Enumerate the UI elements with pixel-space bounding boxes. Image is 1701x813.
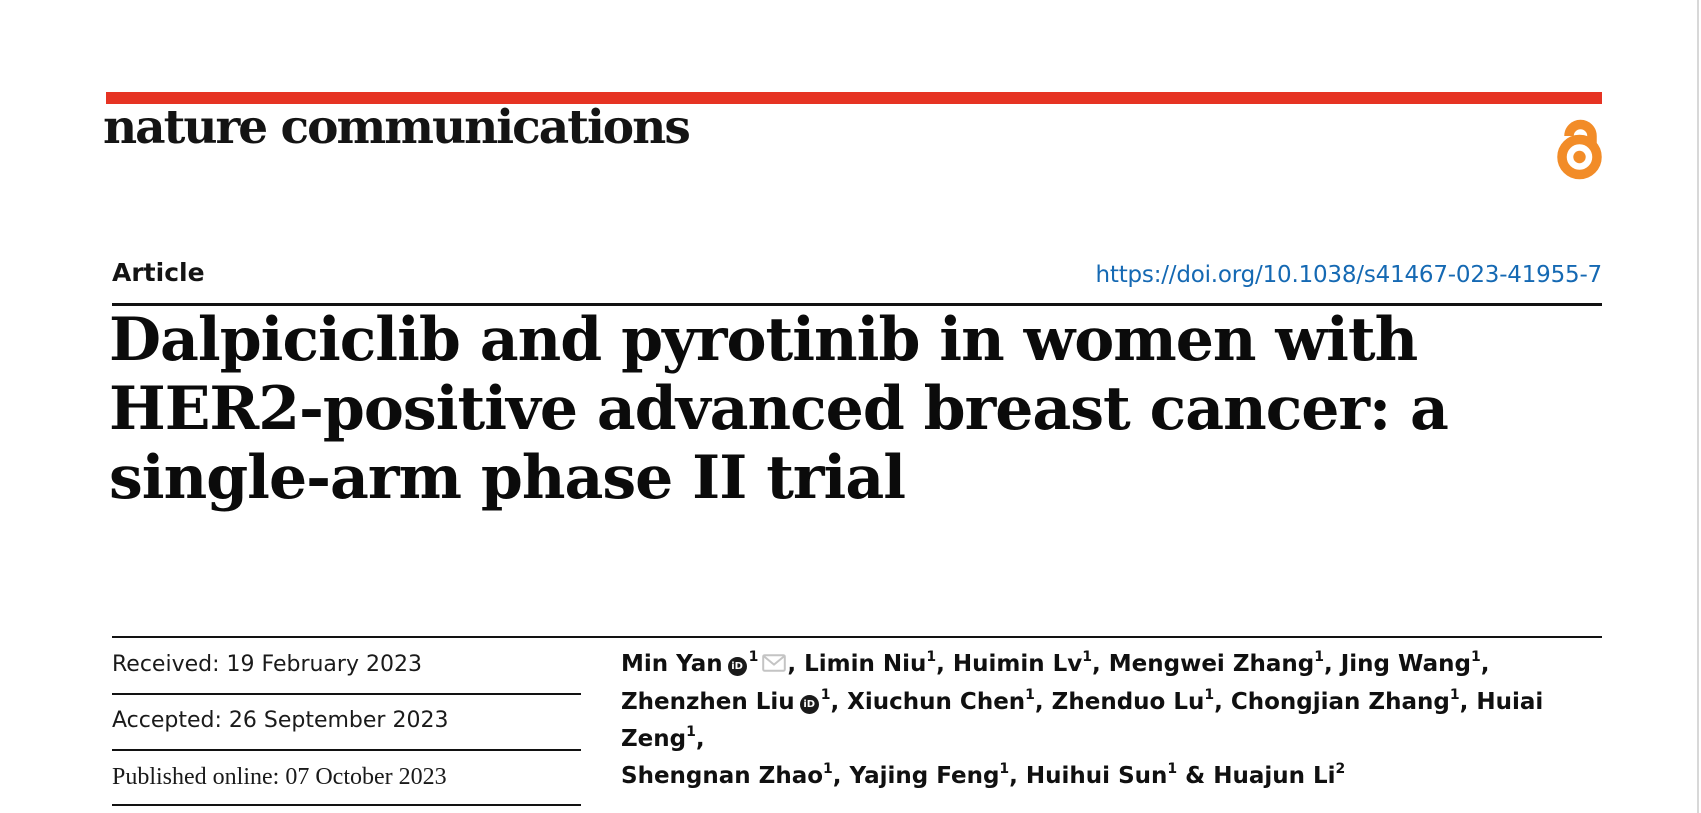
- paper-title-line-1: Dalpiciclib and pyrotinib in women with: [109, 305, 1418, 375]
- author-line: Zhenzhen Liu iD1, Xiuchun Chen1, Zhenduo …: [621, 684, 1631, 758]
- affiliation-superscript: 1: [1470, 649, 1481, 666]
- affiliation-superscript: 1: [820, 687, 831, 704]
- journal-logo: nature communications: [103, 100, 691, 155]
- meta-divider-3: [112, 804, 581, 806]
- author-name: , Yajing Feng: [832, 763, 1000, 789]
- meta-divider-1: [112, 693, 581, 695]
- author-name: , Mengwei Zhang: [1092, 651, 1315, 677]
- author-name: Shengnan Zhao: [621, 763, 824, 789]
- author-name: , Chongjian Zhang: [1214, 689, 1450, 715]
- author-name: ,: [1480, 651, 1490, 677]
- affiliation-superscript: 1: [1449, 687, 1460, 704]
- received-date: Received: 19 February 2023: [112, 652, 422, 677]
- email-envelope-icon[interactable]: [762, 647, 787, 684]
- author-name: , Huiai Zeng: [621, 689, 1544, 752]
- author-name: , Huihui Sun: [1009, 763, 1168, 789]
- author-name: Min Yan: [621, 651, 723, 677]
- author-line: Shengnan Zhao1, Yajing Feng1, Huihui Sun…: [621, 758, 1631, 795]
- author-line: Min Yan iD1, Limin Niu1, Huimin Lv1, Meng…: [621, 646, 1631, 684]
- orcid-icon[interactable]: iD: [727, 657, 747, 676]
- author-name: Zhenzhen Liu: [621, 689, 795, 715]
- affiliation-superscript: 1: [1167, 761, 1178, 778]
- paper-title-line-3: single-arm phase II trial: [109, 443, 906, 513]
- affiliation-superscript: 2: [1335, 761, 1346, 778]
- author-name: , Zhenduo Lu: [1034, 689, 1205, 715]
- accepted-date: Accepted: 26 September 2023: [112, 708, 449, 733]
- author-name: , Limin Niu: [787, 651, 927, 677]
- orcid-icon[interactable]: iD: [799, 695, 819, 714]
- masthead-accent-bar: [106, 92, 1602, 104]
- meta-divider-2: [112, 749, 581, 751]
- published-date: Published online: 07 October 2023: [112, 764, 447, 790]
- affiliation-superscript: 1: [748, 649, 759, 666]
- author-name: , Jing Wang: [1323, 651, 1471, 677]
- affiliation-superscript: 1: [823, 761, 833, 778]
- doi-link[interactable]: https://doi.org/10.1038/s41467-023-41955…: [1095, 262, 1603, 288]
- open-access-icon: [1557, 119, 1602, 180]
- author-name: ,: [695, 726, 705, 752]
- header-bottom-rule: [112, 636, 1602, 638]
- affiliation-superscript: 1: [1204, 687, 1215, 704]
- page-edge-divider: [1697, 0, 1699, 813]
- affiliation-superscript: 1: [1082, 649, 1093, 666]
- author-name: , Huimin Lv: [936, 651, 1083, 677]
- affiliation-superscript: 1: [926, 649, 937, 666]
- title-top-rule: [112, 303, 1602, 306]
- author-name: & Huajun Li: [1177, 763, 1336, 789]
- author-name: , Xiuchun Chen: [830, 689, 1026, 715]
- affiliation-superscript: 1: [999, 761, 1010, 778]
- affiliation-superscript: 1: [686, 724, 696, 741]
- author-lines: Min Yan iD1, Limin Niu1, Huimin Lv1, Meng…: [621, 646, 1631, 795]
- paper-title: Dalpiciclib and pyrotinib in women with …: [109, 306, 1589, 513]
- affiliation-superscript: 1: [1025, 687, 1035, 704]
- affiliation-superscript: 1: [1314, 649, 1324, 666]
- article-type-label: Article: [112, 258, 205, 287]
- paper-title-line-2: HER2-positive advanced breast cancer: a: [109, 374, 1449, 444]
